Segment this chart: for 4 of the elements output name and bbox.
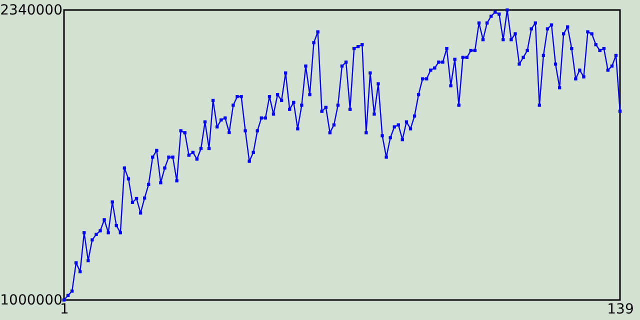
y-tick-label: 2340000 — [0, 2, 62, 18]
x-tick-label: 1 — [60, 302, 69, 318]
y-tick-label: 1000000 — [0, 292, 62, 308]
x-tick-label: 139 — [607, 302, 634, 318]
